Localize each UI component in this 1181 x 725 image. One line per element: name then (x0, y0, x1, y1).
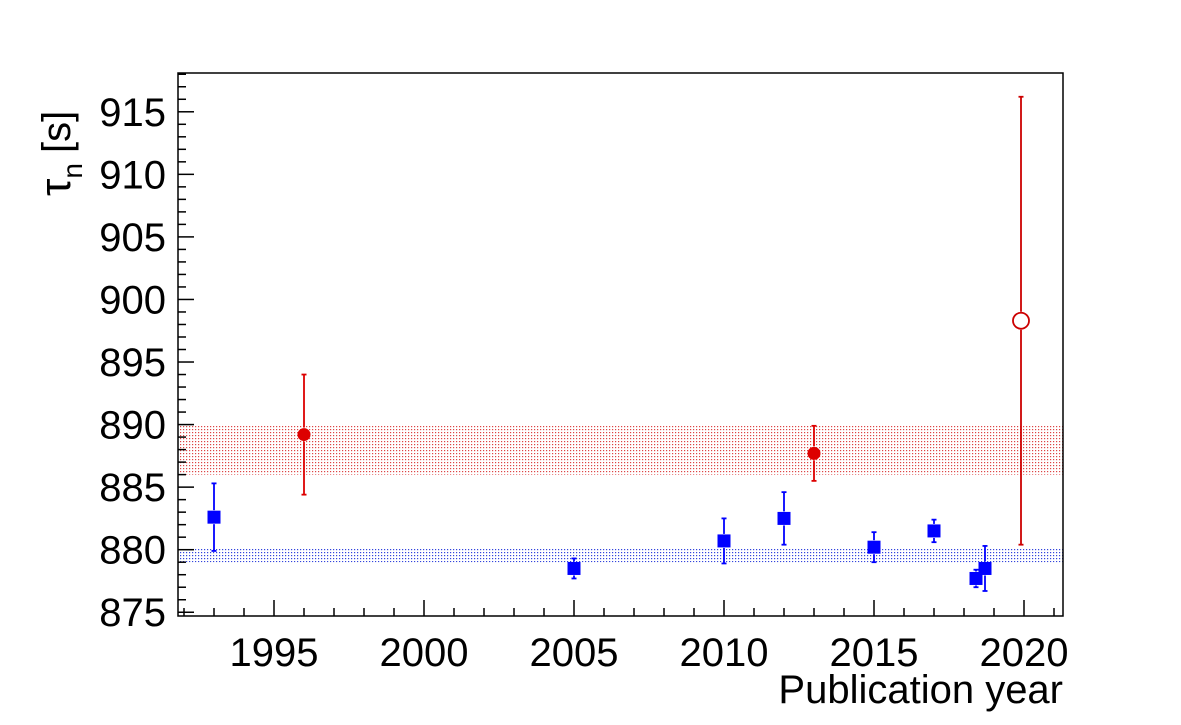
x-tick-label: 2005 (530, 631, 619, 675)
x-tick-label: 2010 (680, 631, 769, 675)
ticks-layer (178, 73, 1055, 616)
data-point (777, 491, 791, 546)
y-tick-label: 890 (99, 404, 166, 448)
y-tick-label: 915 (99, 91, 166, 135)
square-marker (969, 571, 983, 585)
square-marker (927, 524, 941, 538)
labels-layer: 1995 2000 2005 2010 2015 2020 875 880 885 890 895 9… (99, 91, 1068, 675)
y-tick-label: 880 (99, 529, 166, 573)
circle-marker (807, 446, 821, 460)
data-point (1012, 95, 1030, 546)
y-tick-label: 910 (99, 153, 166, 197)
x-tick-label: 2000 (380, 631, 469, 675)
square-marker (777, 511, 791, 525)
x-tick-label: 2015 (830, 631, 919, 675)
x-axis-title: Publication year (778, 668, 1063, 712)
svg-text:τn[s]: τn [s] (31, 111, 88, 196)
y-tick-label: 875 (99, 591, 166, 635)
square-marker (567, 561, 581, 575)
y-tick-label: 885 (99, 466, 166, 510)
band-1 (178, 548, 1063, 563)
square-marker (867, 540, 881, 554)
bands-layer (178, 424, 1063, 563)
square-marker (207, 510, 221, 524)
data-point (717, 517, 731, 565)
square-marker (717, 534, 731, 548)
data-point (567, 557, 581, 580)
x-tick-label: 2020 (980, 631, 1069, 675)
open-circle-marker (1012, 311, 1030, 330)
y-axis-title-unit: [s] (35, 111, 79, 153)
y-axis-title-symbol: τ (31, 178, 80, 196)
y-tick-label: 905 (99, 216, 166, 260)
circle-marker (297, 428, 311, 442)
data-point (969, 568, 983, 589)
y-axis-title: τn [s] (31, 111, 88, 196)
data-point (978, 545, 992, 592)
y-axis-title-subscript: n (57, 163, 88, 179)
data-point (867, 531, 881, 564)
data-point (927, 518, 941, 544)
data-point (207, 482, 221, 552)
data-point (807, 424, 821, 482)
y-tick-label: 895 (99, 341, 166, 385)
data-point (297, 373, 311, 496)
x-tick-label: 1995 (230, 631, 319, 675)
square-marker (978, 561, 992, 575)
band-0 (178, 424, 1063, 475)
points-layer (207, 95, 1030, 592)
plot-frame (177, 72, 1064, 617)
y-tick-label: 900 (99, 278, 166, 322)
